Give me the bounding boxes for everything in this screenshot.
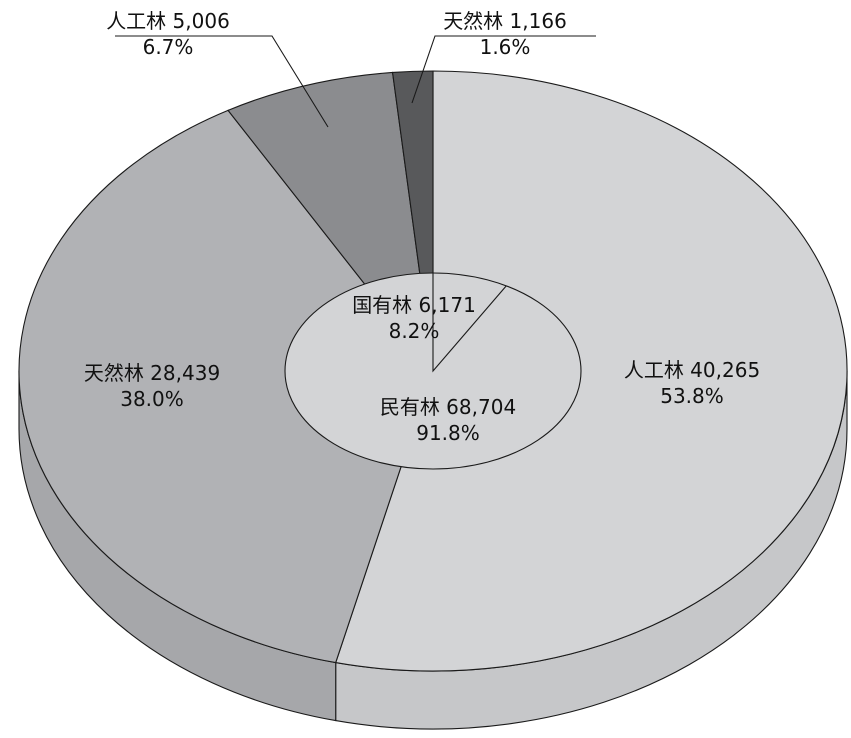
inner-label-0-line-0: 国有林 6,171: [352, 293, 476, 317]
inner-label-1-line-0: 民有林 68,704: [380, 395, 516, 419]
slice-label-2: 人工林 5,006 6.7%: [106, 9, 230, 59]
slice-label-3-line-0: 天然林 1,166: [443, 9, 567, 33]
slice-label-1-line-0: 天然林 28,439: [84, 361, 220, 385]
slice-label-1-line-1: 38.0%: [120, 387, 184, 411]
leader-line-3: [411, 35, 596, 104]
leader-line-2: [115, 35, 329, 128]
slice-label-0-line-0: 人工林 40,265: [624, 358, 760, 382]
slice-label-2-line-1: 6.7%: [143, 35, 194, 59]
slice-label-1: 天然林 28,439 38.0%: [84, 361, 220, 411]
slice-label-3-line-1: 1.6%: [480, 35, 531, 59]
slice-label-0-line-1: 53.8%: [660, 384, 724, 408]
slice-1: [18, 109, 434, 664]
inner-label-0: 国有林 6,171 8.2%: [352, 293, 476, 343]
inner-label-1-line-1: 91.8%: [416, 421, 480, 445]
slice-label-2-line-0: 人工林 5,006: [106, 9, 230, 33]
slice-label-0: 人工林 40,265 53.8%: [624, 358, 760, 408]
slice-label-3: 天然林 1,166 1.6%: [443, 9, 567, 59]
inner-label-1: 民有林 68,704 91.8%: [380, 395, 516, 445]
inner-divider: [432, 273, 507, 373]
inner-label-0-line-1: 8.2%: [389, 319, 440, 343]
slice-0: [334, 70, 848, 672]
